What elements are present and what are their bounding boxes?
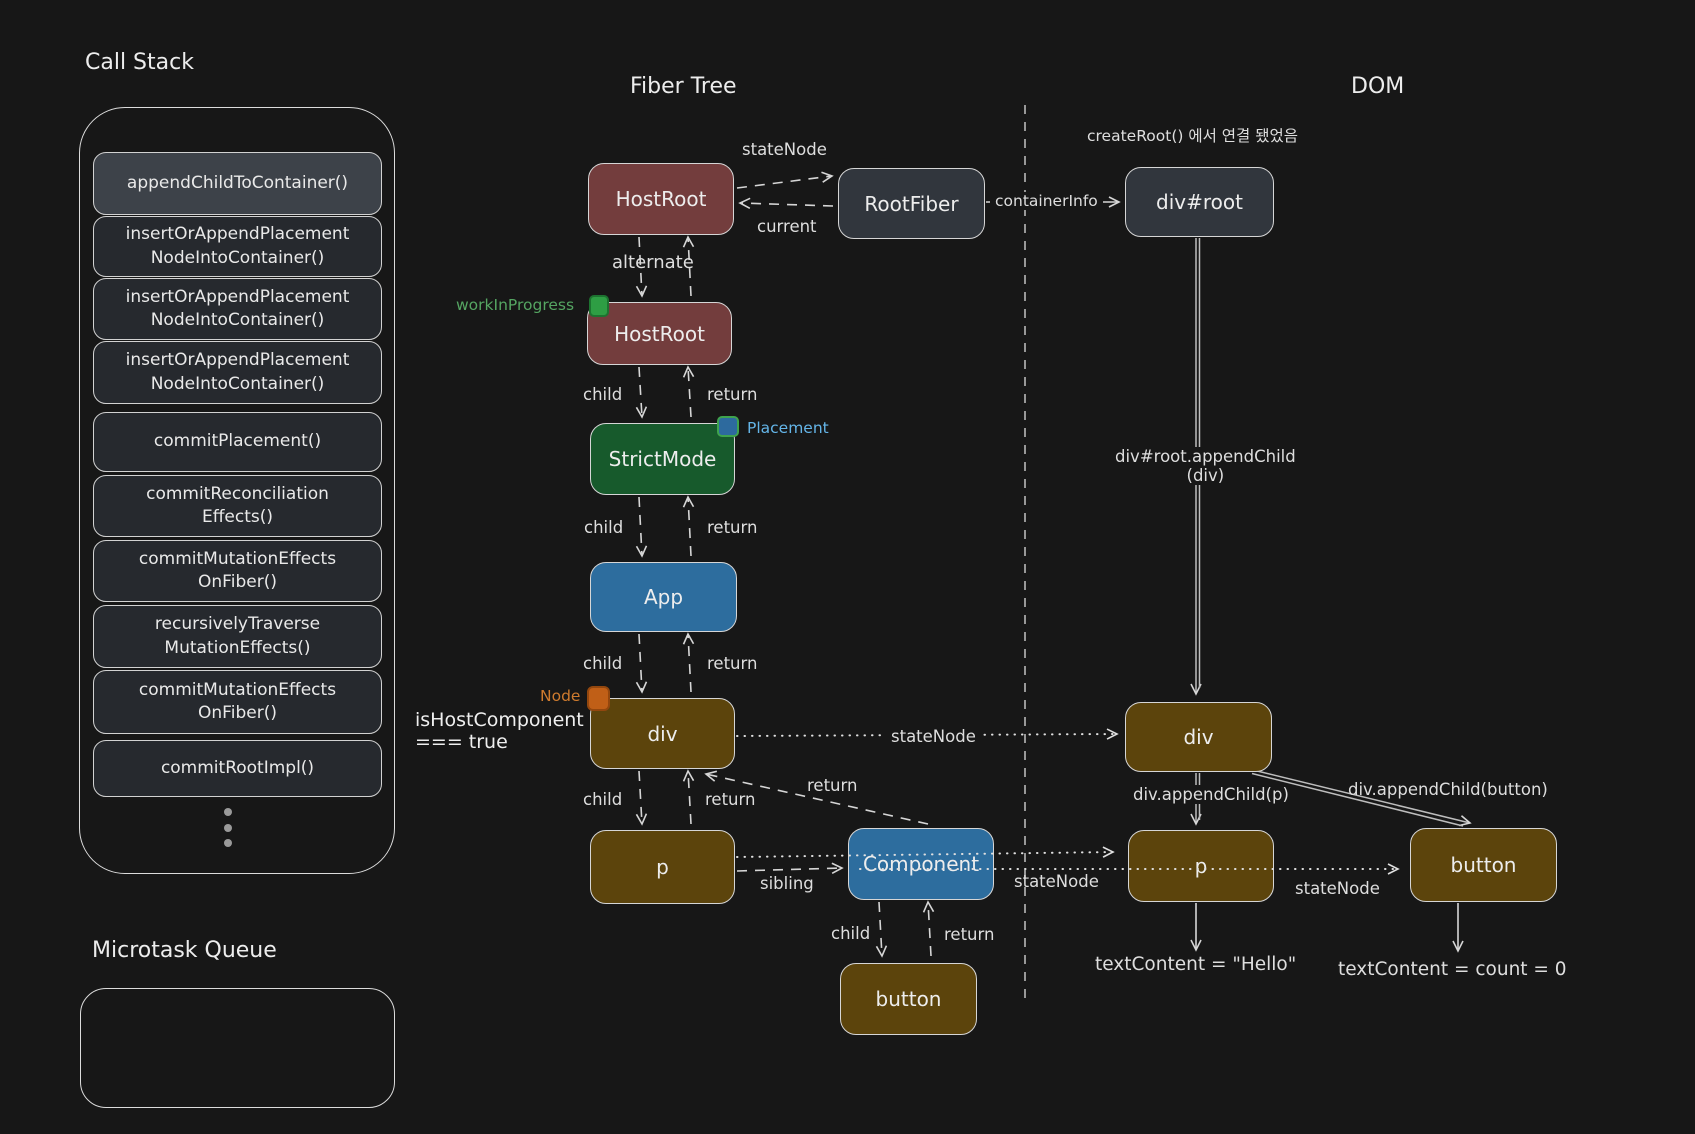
stack-frame-commitPlacement[interactable]: commitPlacement() (93, 412, 382, 472)
button-textcontent-label: textContent = count = 0 (1338, 959, 1567, 980)
edge-child-hostroot-strictmode (635, 366, 648, 419)
dom-node-button[interactable]: button (1410, 828, 1557, 902)
dom-node-div[interactable]: div (1125, 702, 1272, 772)
edge-child-strictmode-app (635, 496, 648, 558)
call-stack-container[interactable] (79, 107, 395, 874)
placement-label: Placement (747, 419, 829, 437)
stack-frame-commitRootImpl[interactable]: commitRootImpl() (93, 740, 382, 797)
edge-label-child-5: child (831, 924, 871, 943)
edge-statenode-hostroot-rootfiber (736, 171, 834, 189)
edge-div-appendchild-button-2 (1251, 772, 1464, 827)
microtask-queue-title: Microtask Queue (92, 938, 277, 963)
dom-node-div-root[interactable]: div#root (1125, 167, 1274, 237)
node-label: Node (540, 687, 581, 705)
edge-label-statenode-div: stateNode (886, 727, 981, 746)
fiber-node-rootfiber[interactable]: RootFiber (838, 168, 985, 239)
stack-ellipsis-dot (224, 839, 232, 847)
edge-label-return-4: return (705, 790, 756, 809)
edge-return-button-component (922, 900, 935, 957)
work-in-progress-label: workInProgress (456, 296, 575, 314)
create-root-note: createRoot() 에서 연결 됐었음 (1087, 127, 1299, 145)
edge-div-appendchild-button (1252, 769, 1472, 827)
fiber-node-component[interactable]: Component (848, 828, 994, 900)
stack-frame-appendChildToContainer[interactable]: appendChildToContainer() (93, 152, 382, 215)
microtask-queue-container[interactable] (80, 988, 395, 1108)
p-textcontent-label: textContent = "Hello" (1095, 954, 1297, 975)
stack-ellipsis-dot (224, 808, 232, 816)
stack-frame-insertOrAppend-3[interactable]: insertOrAppendPlacement NodeIntoContainer… (93, 341, 382, 404)
edge-label-alternate: alternate (612, 252, 694, 273)
stack-frame-insertOrAppend-2[interactable]: insertOrAppendPlacement NodeIntoContainer… (93, 278, 382, 340)
fiber-node-hostroot-current[interactable]: HostRoot (588, 163, 734, 235)
fiber-node-div[interactable]: div (590, 698, 735, 769)
edge-return-app-strictmode (682, 495, 695, 557)
edge-label-statenode-p: stateNode (1014, 872, 1099, 891)
div-appendchild-button-label: div.appendChild(button) (1348, 780, 1548, 799)
edge-label-child-2: child (584, 518, 624, 537)
edge-return-p-div (682, 769, 695, 825)
stack-frame-commitMutationEffectsOnFiber-2[interactable]: commitMutationEffects OnFiber() (93, 670, 382, 734)
edge-label-child-4: child (583, 790, 623, 809)
edge-return-div-app (682, 632, 695, 693)
edge-child-component-button (875, 901, 888, 958)
fiber-node-hostroot-wip[interactable]: HostRoot (587, 302, 732, 365)
stack-frame-commitMutationEffectsOnFiber-1[interactable]: commitMutationEffects OnFiber() (93, 540, 382, 602)
edge-current-rootfiber-hostroot (738, 197, 834, 210)
edge-label-statenode-top: stateNode (742, 140, 827, 159)
node-badge[interactable] (587, 686, 610, 711)
stack-ellipsis-dot (224, 824, 232, 832)
edge-statenode-fiberp-domp (736, 846, 1115, 858)
fiber-node-button[interactable]: button (840, 963, 977, 1035)
stack-frame-insertOrAppend-1[interactable]: insertOrAppendPlacement NodeIntoContainer… (93, 216, 382, 277)
edge-alternate-down (635, 236, 648, 298)
div-appendchild-p-label: div.appendChild(p) (1128, 785, 1294, 804)
dom-title: DOM (1351, 74, 1405, 99)
edge-label-return-3: return (707, 654, 758, 673)
edge-return-strictmode-hostroot (682, 365, 695, 418)
edge-label-child-1: child (583, 385, 623, 404)
edge-label-return-2: return (707, 518, 758, 537)
dom-node-p[interactable]: p (1128, 830, 1274, 902)
fiber-node-strictmode[interactable]: StrictMode (590, 423, 735, 495)
edge-child-div-p (635, 770, 648, 826)
stack-frame-commitReconciliationEffects[interactable]: commitReconciliation Effects() (93, 475, 382, 537)
edge-label-sibling: sibling (760, 874, 814, 893)
edge-label-return-1: return (707, 385, 758, 404)
edge-label-containerinfo: containerInfo (990, 192, 1103, 210)
call-stack-title: Call Stack (85, 50, 194, 75)
stack-frame-recursivelyTraverseMutationEffects[interactable]: recursivelyTraverse MutationEffects() (93, 605, 382, 668)
edge-label-child-3: child (583, 654, 623, 673)
divroot-appendchild-label: div#root.appendChild (div) (1110, 447, 1301, 485)
edge-child-app-div (635, 633, 648, 694)
edge-alternate-up (682, 235, 695, 297)
edge-label-current: current (757, 217, 817, 236)
edge-label-return-component: return (807, 776, 858, 795)
edge-label-return-5: return (944, 925, 995, 944)
edge-label-statenode-button: stateNode (1295, 879, 1380, 898)
placement-flag-badge[interactable] (717, 416, 739, 437)
fiber-node-app[interactable]: App (590, 562, 737, 632)
edge-return-component-div (704, 770, 929, 825)
work-in-progress-badge[interactable] (589, 295, 609, 317)
is-host-component-note: isHostComponent === true (415, 709, 584, 753)
fiber-node-p[interactable]: p (590, 830, 735, 904)
fiber-tree-title: Fiber Tree (630, 74, 737, 99)
